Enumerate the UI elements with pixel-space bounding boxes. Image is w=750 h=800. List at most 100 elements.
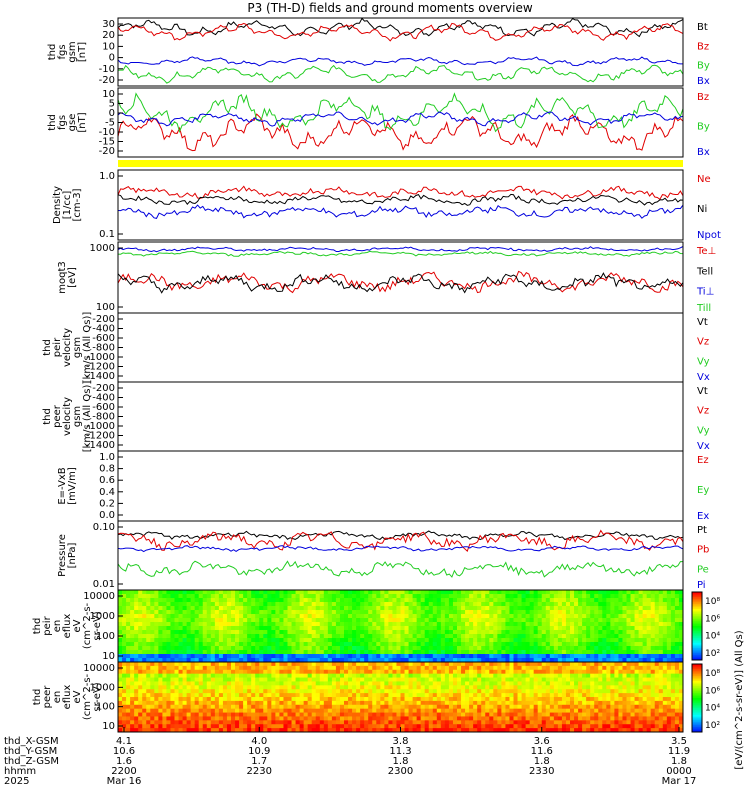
- heatmap-cell: [210, 658, 216, 663]
- heatmap-cell: [586, 634, 591, 639]
- heatmap-cell: [162, 708, 167, 713]
- heatmap-cell: [226, 626, 232, 631]
- heatmap-cell: [295, 602, 301, 607]
- heatmap-cell: [283, 685, 288, 690]
- heatmap-cell: [469, 658, 474, 663]
- heatmap-cell: [287, 677, 292, 682]
- series-line-Ne: [117, 185, 684, 201]
- heatmap-cell: [570, 638, 575, 643]
- heatmap-cell: [267, 626, 272, 631]
- heatmap-cell: [469, 712, 474, 717]
- heatmap-cell: [594, 590, 599, 595]
- heatmap-cell: [541, 669, 547, 675]
- heatmap-cell: [206, 708, 212, 713]
- heatmap-cell: [465, 665, 470, 671]
- heatmap-cell: [303, 716, 309, 721]
- heatmap-cell: [626, 681, 631, 686]
- heatmap-cell: [376, 697, 381, 702]
- heatmap-cell: [444, 724, 450, 729]
- heatmap-cell: [452, 689, 458, 694]
- heatmap-cell: [380, 669, 385, 675]
- heatmap-cell: [182, 594, 188, 599]
- heatmap-cell: [295, 704, 301, 710]
- heatmap-cell: [279, 724, 284, 729]
- heatmap-cell: [448, 634, 454, 639]
- heatmap-cell: [283, 654, 288, 659]
- heatmap-cell: [614, 634, 619, 639]
- heatmap-cell: [465, 590, 470, 595]
- heatmap-cell: [674, 634, 680, 639]
- heatmap-cell: [360, 650, 365, 655]
- heatmap-cell: [231, 634, 236, 639]
- heatmap-cell: [505, 634, 510, 639]
- heatmap-cell: [368, 658, 373, 663]
- heatmap-cell: [424, 622, 430, 627]
- heatmap-cell: [561, 654, 567, 659]
- heatmap-cell: [271, 724, 276, 729]
- heatmap-cell: [142, 602, 147, 607]
- heatmap-cell: [303, 602, 309, 607]
- heatmap-cell: [448, 665, 454, 671]
- heatmap-cell: [311, 677, 317, 682]
- heatmap-cell: [327, 606, 333, 611]
- heatmap-cell: [154, 669, 159, 675]
- heatmap-cell: [574, 654, 579, 659]
- heatmap-cell: [299, 654, 305, 659]
- heatmap-cell: [448, 704, 454, 710]
- heatmap-cell: [561, 724, 567, 729]
- heatmap-cell: [465, 724, 470, 729]
- heatmap-cell: [650, 646, 656, 651]
- heatmap-cell: [525, 700, 531, 706]
- heatmap-cell: [182, 630, 188, 635]
- heatmap-cell: [537, 630, 543, 635]
- heatmap-cell: [582, 662, 587, 667]
- heatmap-cell: [594, 728, 599, 733]
- heatmap-cell: [259, 634, 264, 639]
- heatmap-cell: [235, 700, 240, 706]
- heatmap-cell: [352, 610, 357, 615]
- heatmap-cell: [142, 630, 147, 635]
- heatmap-cell: [465, 673, 470, 678]
- heatmap-cell: [376, 728, 381, 733]
- heatmap-cell: [662, 626, 668, 631]
- heatmap-cell: [541, 594, 547, 599]
- heatmap-cell: [497, 594, 502, 599]
- heatmap-cell: [138, 728, 143, 733]
- heatmap-cell: [210, 638, 216, 643]
- heatmap-cell: [138, 669, 143, 675]
- heatmap-cell: [485, 606, 490, 611]
- heatmap-cell: [275, 728, 280, 733]
- heatmap-cell: [222, 650, 228, 655]
- heatmap-cell: [638, 658, 644, 663]
- heatmap-cell: [134, 720, 139, 725]
- legend-Vz: Vz: [697, 337, 709, 348]
- heatmap-cell: [509, 602, 514, 607]
- heatmap-cell: [247, 693, 252, 698]
- heatmap-cell: [416, 606, 422, 611]
- heatmap-cell: [549, 630, 555, 635]
- heatmap-cell: [565, 626, 571, 631]
- heatmap-cell: [279, 669, 284, 675]
- heatmap-cell: [416, 590, 422, 595]
- heatmap-cell: [263, 708, 268, 713]
- heatmap-cell: [529, 614, 535, 619]
- heatmap-cell: [198, 720, 204, 725]
- panel-frame: [117, 17, 684, 87]
- heatmap-cell: [497, 673, 502, 678]
- heatmap-cell: [646, 606, 652, 611]
- heatmap-cell: [412, 658, 418, 663]
- heatmap-cell: [344, 642, 349, 647]
- heatmap-cell: [509, 622, 514, 627]
- heatmap-cell: [541, 689, 547, 694]
- heatmap-cell: [646, 650, 652, 655]
- heatmap-cell: [485, 685, 490, 690]
- heatmap-cell: [134, 712, 139, 717]
- heatmap-cell: [590, 646, 595, 651]
- heatmap-cell: [537, 610, 543, 615]
- heatmap-cell: [206, 681, 212, 686]
- heatmap-cell: [598, 669, 603, 675]
- heatmap-cell: [666, 610, 672, 615]
- heatmap-cell: [138, 689, 143, 694]
- heatmap-cell: [360, 728, 365, 733]
